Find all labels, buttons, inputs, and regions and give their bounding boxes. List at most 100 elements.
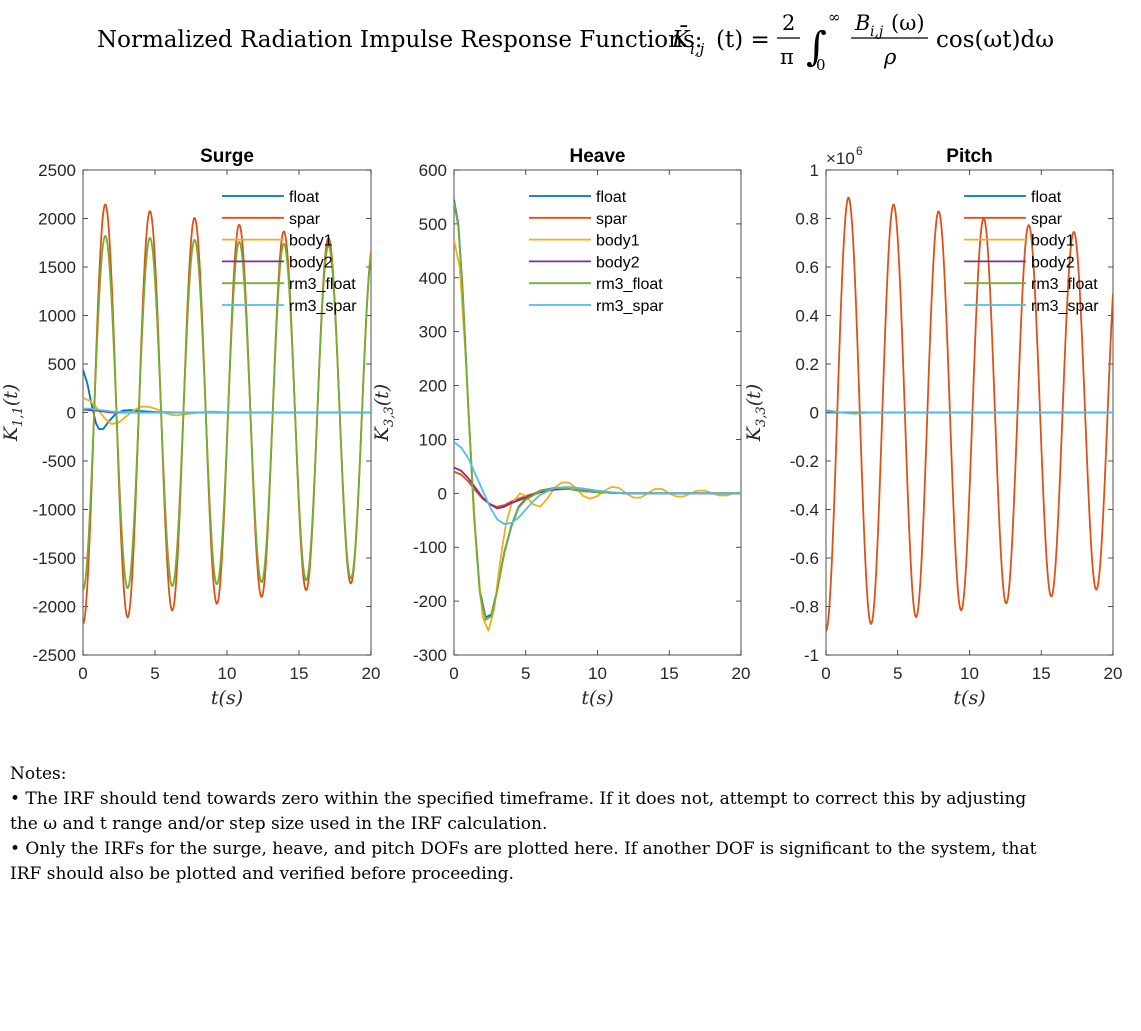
- legend-label-float: float: [1031, 189, 1062, 206]
- x-tick-label: 20: [1104, 664, 1123, 683]
- notes-heading: Notes:: [10, 764, 67, 784]
- notes-bullet-1: • The IRF should tend towards zero withi…: [10, 789, 1027, 809]
- legend: float spar body1 body2 rm3_float rm3_spar: [964, 189, 1099, 315]
- x-tick-label: 5: [893, 664, 902, 683]
- y-tick-label: -1500: [33, 549, 76, 568]
- series-lines: [83, 203, 371, 625]
- series-line-rm3_spar: [826, 409, 1113, 415]
- y-axis-label: K3,3(t): [371, 384, 397, 442]
- y-tick-label: 0.2: [795, 355, 819, 374]
- series-line-rm3_float: [454, 202, 741, 621]
- x-axis-label: t(s): [211, 687, 243, 709]
- y-tick-label: -100: [413, 538, 447, 557]
- y-tick-label: -300: [413, 646, 447, 665]
- y-tick-label: 400: [419, 269, 447, 288]
- formula-tail: cos(ωt)dω: [936, 27, 1054, 53]
- series-lines: [826, 196, 1113, 632]
- figure-title: Normalized Radiation Impulse Response Fu…: [97, 8, 1054, 74]
- chart-heave: 0 5 10 15 20 -300 -200 -100 0 100 200 300 400 500 600 H…: [371, 146, 750, 709]
- y-tick-label: -1: [804, 646, 819, 665]
- y-exponent-label: ×10: [826, 149, 855, 168]
- legend-label-body2: body2: [596, 254, 640, 271]
- series-lines: [454, 199, 741, 632]
- legend-label-rm3_spar: rm3_spar: [1031, 298, 1099, 315]
- formula-integrand-num-sub: i,j: [870, 24, 884, 40]
- legend-label-rm3_spar: rm3_spar: [289, 298, 357, 315]
- legend-label-body2: body2: [289, 254, 333, 271]
- y-tick-label: 1000: [38, 307, 76, 326]
- y-tick-label: 100: [419, 430, 447, 449]
- formula-integrand-num: B: [854, 11, 870, 35]
- y-tick-label: -0.8: [790, 598, 819, 617]
- formula-integrand-den: ρ: [883, 45, 897, 69]
- legend-label-spar: spar: [596, 211, 628, 228]
- chart-pitch: 0 5 10 15 20 -1 -0.8 -0.6 -0.4 -0.2 0 0.2 0.4 0.6 0.8 1…: [743, 144, 1122, 709]
- series-line-rm3_spar: [454, 441, 741, 525]
- formula-integrand-num-arg: (ω): [891, 11, 925, 35]
- y-tick-label: 0: [810, 404, 819, 423]
- x-tick-label: 0: [78, 664, 87, 683]
- formula-int-lower: 0: [816, 56, 826, 74]
- y-tick-label: 300: [419, 323, 447, 342]
- chart-title: Surge: [200, 146, 254, 167]
- formula-integral: ∫: [806, 24, 827, 70]
- y-tick-label: -500: [42, 452, 76, 471]
- y-tick-label: 1: [810, 161, 819, 180]
- y-axis-label: K3,3(t): [743, 384, 769, 442]
- legend-label-spar: spar: [1031, 211, 1063, 228]
- legend-label-body1: body1: [289, 233, 333, 250]
- formula-sub: i,j: [690, 40, 705, 58]
- series-line-rm3_float: [83, 235, 371, 591]
- x-tick-label: 10: [588, 664, 607, 683]
- y-tick-label: 200: [419, 377, 447, 396]
- x-tick-label: 10: [218, 664, 237, 683]
- y-tick-label: -0.4: [790, 501, 819, 520]
- notes-bullet-1-cont: the ω and t range and/or step size used …: [10, 814, 548, 834]
- chart-surge: 0 5 10 15 20 -2500 -2000 -1500 -1000 -500 0 500 1000…: [0, 146, 380, 709]
- legend-label-float: float: [596, 189, 627, 206]
- notes-bullet-2: • Only the IRFs for the surge, heave, an…: [10, 839, 1037, 859]
- charts-container: 0 5 10 15 20-2500-2000-1500-1000-50005001000…: [0, 144, 1122, 709]
- y-tick-label: 0.4: [795, 307, 819, 326]
- formula-lhs: K̄: [671, 26, 691, 53]
- y-tick-label: -200: [413, 592, 447, 611]
- x-tick-label: 5: [521, 664, 530, 683]
- chart-title: Pitch: [946, 146, 992, 167]
- y-tick-label: -0.6: [790, 549, 819, 568]
- legend: float spar body1 body2 rm3_float rm3_spar: [529, 189, 664, 315]
- y-tick-label: 0: [67, 404, 76, 423]
- formula-arg: (t) =: [716, 27, 770, 53]
- x-tick-label: 15: [660, 664, 679, 683]
- legend-label-spar: spar: [289, 211, 321, 228]
- y-tick-label: -2000: [33, 598, 76, 617]
- legend-label-rm3_float: rm3_float: [596, 276, 663, 293]
- legend-label-body1: body1: [596, 233, 640, 250]
- x-tick-label: 10: [960, 664, 979, 683]
- x-tick-label: 0: [449, 664, 458, 683]
- series-line-rm3_spar: [83, 407, 371, 414]
- series-line-spar: [826, 196, 1113, 632]
- y-tick-label: -2500: [33, 646, 76, 665]
- x-axis-label: t(s): [953, 687, 985, 709]
- y-tick-label: 0.8: [795, 210, 819, 229]
- y-tick-label: 500: [48, 355, 76, 374]
- x-tick-label: 5: [150, 664, 159, 683]
- formula-int-upper: ∞: [828, 8, 841, 26]
- notes-bullet-2-cont: IRF should also be plotted and verified …: [10, 864, 514, 884]
- x-tick-label: 15: [290, 664, 309, 683]
- formula-frac-den: π: [780, 45, 794, 69]
- notes-section: Notes: • The IRF should tend towards zer…: [10, 762, 1130, 887]
- x-tick-label: 20: [732, 664, 751, 683]
- legend-label-rm3_float: rm3_float: [1031, 276, 1098, 293]
- y-tick-label: 1500: [38, 258, 76, 277]
- y-tick-label: -0.2: [790, 452, 819, 471]
- x-tick-label: 20: [362, 664, 381, 683]
- y-axis-label: K1,1(t): [0, 384, 26, 442]
- chart-title: Heave: [570, 146, 626, 167]
- y-exponent-power: 6: [856, 144, 863, 158]
- y-tick-label: 0.6: [795, 258, 819, 277]
- legend-label-float: float: [289, 189, 320, 206]
- formula-frac-num: 2: [782, 11, 795, 35]
- x-tick-label: 15: [1032, 664, 1051, 683]
